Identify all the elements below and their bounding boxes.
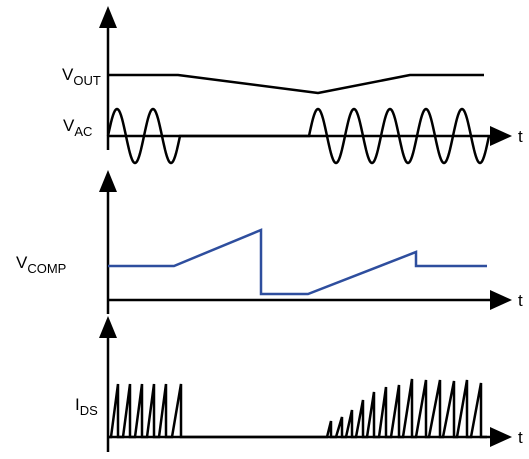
time-label-2: t (518, 291, 523, 310)
y-axis-2-arrow (99, 170, 117, 192)
time-label-3: t (518, 428, 523, 447)
vcomp-trace (108, 228, 487, 296)
axes-panel-2 (99, 170, 512, 314)
vout-label: VOUT (62, 65, 101, 88)
time-label-1: t (518, 127, 523, 146)
vout-trace (108, 73, 484, 95)
x-axis-3-arrow (490, 427, 512, 447)
vac-trace (106, 107, 491, 165)
vcomp-label: VCOMP (16, 253, 66, 276)
y-axis-1-arrow (99, 6, 117, 28)
y-axis-3-arrow (99, 316, 117, 338)
ids-trace (108, 378, 487, 439)
ids-label: IDS (75, 395, 98, 418)
x-axis-2-arrow (490, 290, 512, 310)
x-axis-1-arrow (490, 126, 512, 146)
vac-label: VAC (63, 116, 92, 139)
